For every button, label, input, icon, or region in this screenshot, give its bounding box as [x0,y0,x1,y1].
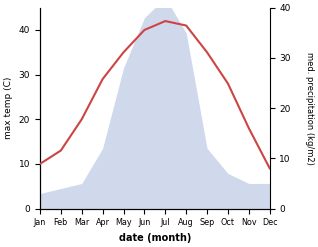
Y-axis label: max temp (C): max temp (C) [4,77,13,139]
Y-axis label: med. precipitation (kg/m2): med. precipitation (kg/m2) [305,52,314,165]
X-axis label: date (month): date (month) [119,233,191,243]
